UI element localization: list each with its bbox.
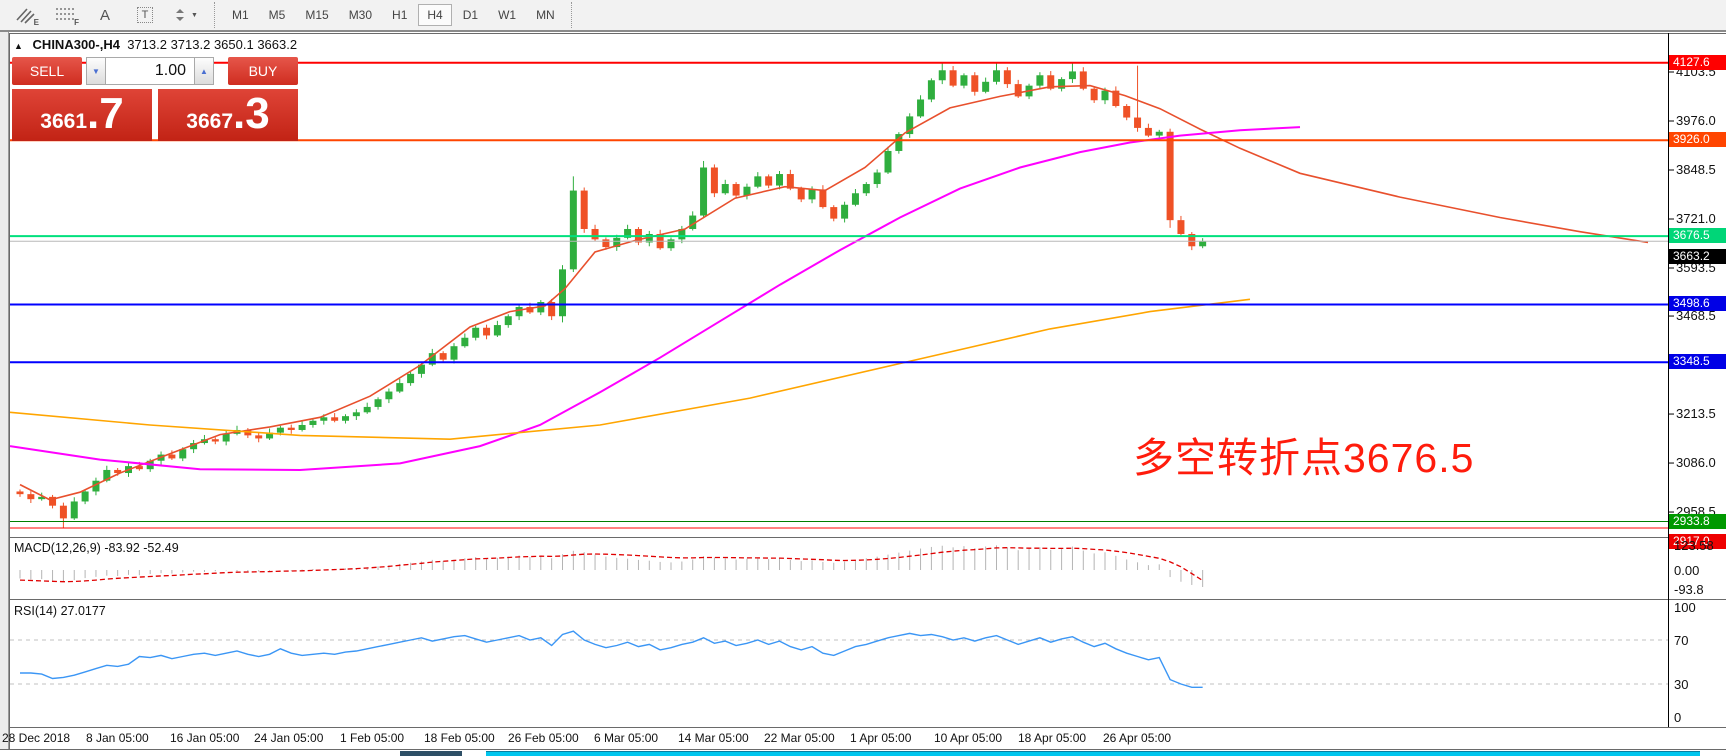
macd-axis-label: 123.58 — [1674, 537, 1714, 553]
status-segment-cyan — [486, 751, 1700, 756]
rsi-axis-label: 70 — [1674, 633, 1689, 648]
buy-button[interactable]: BUY — [228, 57, 298, 85]
volume-increase-button[interactable]: ▲ — [194, 57, 214, 85]
buy-price-frac: .3 — [233, 89, 270, 138]
x-axis-label: 10 Apr 05:00 — [934, 731, 1003, 745]
volume-decrease-button[interactable]: ▼ — [86, 57, 106, 85]
price-level-badge: 3676.5 — [1669, 228, 1726, 244]
macd-axis-label: -93.8 — [1674, 581, 1704, 597]
x-axis-label: 18 Feb 05:00 — [424, 731, 495, 745]
expand-panel-icon[interactable]: ▲ — [14, 41, 23, 51]
macd-label: MACD(12,26,9) -83.92 -52.49 — [14, 541, 179, 555]
price-level-badge: 2917.0 — [1669, 533, 1726, 549]
price-level-badge: 3663.2 — [1669, 249, 1726, 265]
buy-price-main: 3667 — [186, 110, 233, 133]
ma-mid-line — [9, 126, 1301, 472]
timeframe-button-h1[interactable]: H1 — [392, 8, 408, 22]
x-axis-label: 22 Mar 05:00 — [764, 731, 835, 745]
x-axis-label: 28 Dec 2018 — [2, 731, 71, 745]
x-axis-label: 26 Apr 05:00 — [1103, 731, 1172, 745]
macd-histogram — [19, 545, 1204, 587]
chart-title: ▲ CHINA300-,H4 3713.2 3713.2 3650.1 3663… — [14, 37, 297, 52]
y-axis-tick: 3976.0 — [1676, 112, 1716, 128]
volume-input[interactable] — [106, 57, 194, 85]
x-axis-label: 1 Feb 05:00 — [340, 731, 405, 745]
sell-price-button[interactable]: 3661.7 — [12, 89, 152, 141]
y-axis-tick: 3213.5 — [1676, 406, 1716, 422]
equidistant-channel-icon[interactable]: E — [10, 3, 40, 27]
x-axis-label: 14 Mar 05:00 — [678, 731, 749, 745]
x-axis-label: 18 Apr 05:00 — [1018, 731, 1087, 745]
timeframe-button-m5[interactable]: M5 — [268, 8, 286, 22]
timeframe-button-m1[interactable]: M1 — [232, 8, 249, 22]
text-label-icon[interactable]: T — [130, 3, 160, 27]
status-segment-dark — [400, 751, 462, 756]
toolbar: E F A T ▼ M1 M5 M15 M30 H1 H4 D1 W1 MN — [0, 0, 1726, 32]
timeframe-button-d1[interactable]: D1 — [462, 8, 479, 22]
rsi-label: RSI(14) 27.0177 — [14, 604, 106, 618]
one-click-trade-panel: SELL ▼ ▲ BUY 3661.7 3667.3 — [10, 55, 300, 141]
text-icon[interactable]: A — [99, 6, 110, 24]
price-level-badge: 3498.6 — [1669, 296, 1726, 312]
y-axis-tick: 3468.5 — [1676, 308, 1716, 324]
price-level-badge: 2933.8 — [1669, 513, 1726, 529]
ma-fast-line — [19, 84, 1649, 501]
x-axis-label: 8 Jan 05:00 — [86, 731, 149, 745]
symbol-title: CHINA300-,H4 — [32, 37, 120, 52]
chart-text-annotation: 多空转折点3676.5 — [1133, 435, 1475, 481]
timeframe-button-mn[interactable]: MN — [536, 8, 555, 22]
timeframe-button-m30[interactable]: M30 — [348, 8, 373, 22]
macd-axis-label: 0.00 — [1674, 563, 1700, 578]
sell-button[interactable]: SELL — [12, 57, 82, 85]
timeframe-button-h4[interactable]: H4 — [418, 4, 452, 26]
macd-signal-line — [19, 547, 1203, 583]
rsi-axis-label: 100 — [1674, 600, 1696, 615]
timeframe-button-w1[interactable]: W1 — [498, 8, 517, 22]
rsi-line — [20, 630, 1203, 688]
x-axis-label: 26 Feb 05:00 — [508, 731, 579, 745]
x-axis-label: 1 Apr 05:00 — [850, 731, 912, 745]
timeframe-button-m15[interactable]: M15 — [305, 8, 329, 22]
fibonacci-retracement-icon[interactable]: F — [56, 8, 79, 27]
arrow-objects-icon[interactable]: ▼ — [170, 3, 200, 27]
x-axis-label: 24 Jan 05:00 — [254, 731, 324, 745]
rsi-axis-label: 30 — [1674, 677, 1689, 692]
price-level-badge: 4127.6 — [1669, 54, 1726, 70]
y-axis-tick: 3848.5 — [1676, 161, 1716, 177]
x-axis-label: 16 Jan 05:00 — [170, 731, 240, 745]
price-level-badge: 3348.5 — [1669, 354, 1726, 370]
toolbar-separator — [570, 2, 573, 28]
window-left-gutter — [0, 32, 9, 750]
y-axis-tick: 3721.0 — [1676, 210, 1716, 226]
ma-slow-line — [9, 298, 1251, 441]
quote-line: 3713.2 3713.2 3650.1 3663.2 — [127, 37, 298, 52]
x-axis-label: 6 Mar 05:00 — [594, 731, 659, 745]
rsi-axis-label: 0 — [1674, 710, 1682, 725]
bottom-status-strip — [0, 750, 1726, 756]
candlestick-series — [16, 62, 1207, 529]
price-level-badge: 3926.0 — [1669, 132, 1726, 148]
y-axis-tick: 3086.0 — [1676, 455, 1716, 471]
sell-price-frac: .7 — [87, 89, 124, 138]
sell-price-main: 3661 — [40, 110, 87, 133]
toolbar-separator — [214, 2, 216, 28]
buy-price-button[interactable]: 3667.3 — [158, 89, 298, 141]
